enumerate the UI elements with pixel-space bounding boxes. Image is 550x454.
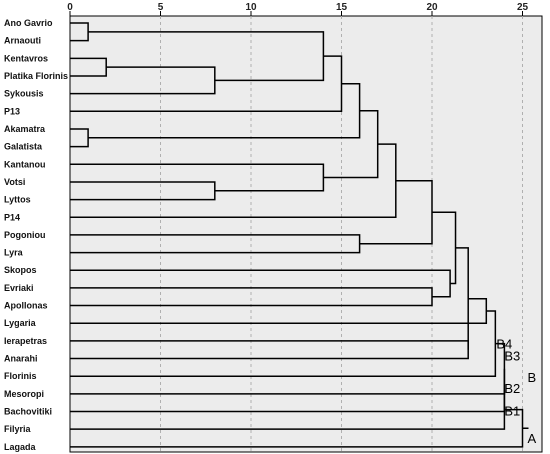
branch-m23	[70, 390, 506, 430]
branch-m18	[455, 247, 469, 350]
leaf-label: Sykousis	[4, 89, 44, 99]
tick-label-20: 20	[426, 2, 438, 13]
leaf-label: Lagada	[4, 442, 37, 452]
leaf-label: Pogoniou	[4, 230, 46, 240]
leaf-labels: Ano Gavrio Arnaouti Kentavros Platika Flori…	[4, 18, 68, 452]
leaf-label: Filyria	[4, 424, 32, 434]
leaf-label: Mesoropi	[4, 389, 44, 399]
cluster-annotation-b1: B1	[504, 404, 520, 419]
tick-label-25: 25	[517, 2, 529, 13]
leaf-label: Akamatra	[4, 124, 46, 134]
leaf-label: Apollonas	[4, 301, 48, 311]
leaf-label: P14	[4, 212, 20, 222]
leaf-label: Skopos	[4, 265, 37, 275]
cluster-annotation-b4: B4	[496, 337, 512, 352]
leaf-label: Lygaria	[4, 318, 37, 328]
leaf-label: Arnaouti	[4, 36, 41, 46]
leaf-label: Kentavros	[4, 53, 48, 63]
leaf-label: Evriaki	[4, 283, 34, 293]
cluster-annotation-a: A	[528, 431, 537, 446]
leaf-label: Ano Gavrio	[4, 18, 53, 28]
leaf-label: Lyra	[4, 248, 24, 258]
cluster-annotation-b3: B3	[504, 349, 520, 364]
x-axis-ticks: 0 5 10 15 20 25	[67, 2, 528, 16]
leaf-label: Galatista	[4, 142, 43, 152]
plot-area-background	[69, 15, 543, 453]
leaf-label: Lyttos	[4, 195, 31, 205]
leaf-label: Kantanou	[4, 159, 46, 169]
leaf-label: Bachovitiki	[4, 407, 52, 417]
dendrogram-branches	[70, 22, 529, 448]
cluster-annotation-b: B	[528, 370, 537, 385]
leaf-label: P13	[4, 106, 20, 116]
leaf-label: Florinis	[4, 371, 37, 381]
tick-label-10: 10	[245, 2, 257, 13]
leaf-label: Platika Florinis	[4, 71, 68, 81]
leaf-label: Ierapetras	[4, 336, 47, 346]
tick-label-0: 0	[67, 2, 73, 13]
tick-label-5: 5	[158, 2, 164, 13]
leaf-label: Votsi	[4, 177, 25, 187]
leaf-label: Anarahi	[4, 354, 38, 364]
cluster-annotation-b2: B2	[504, 381, 520, 396]
tick-label-15: 15	[336, 2, 348, 13]
